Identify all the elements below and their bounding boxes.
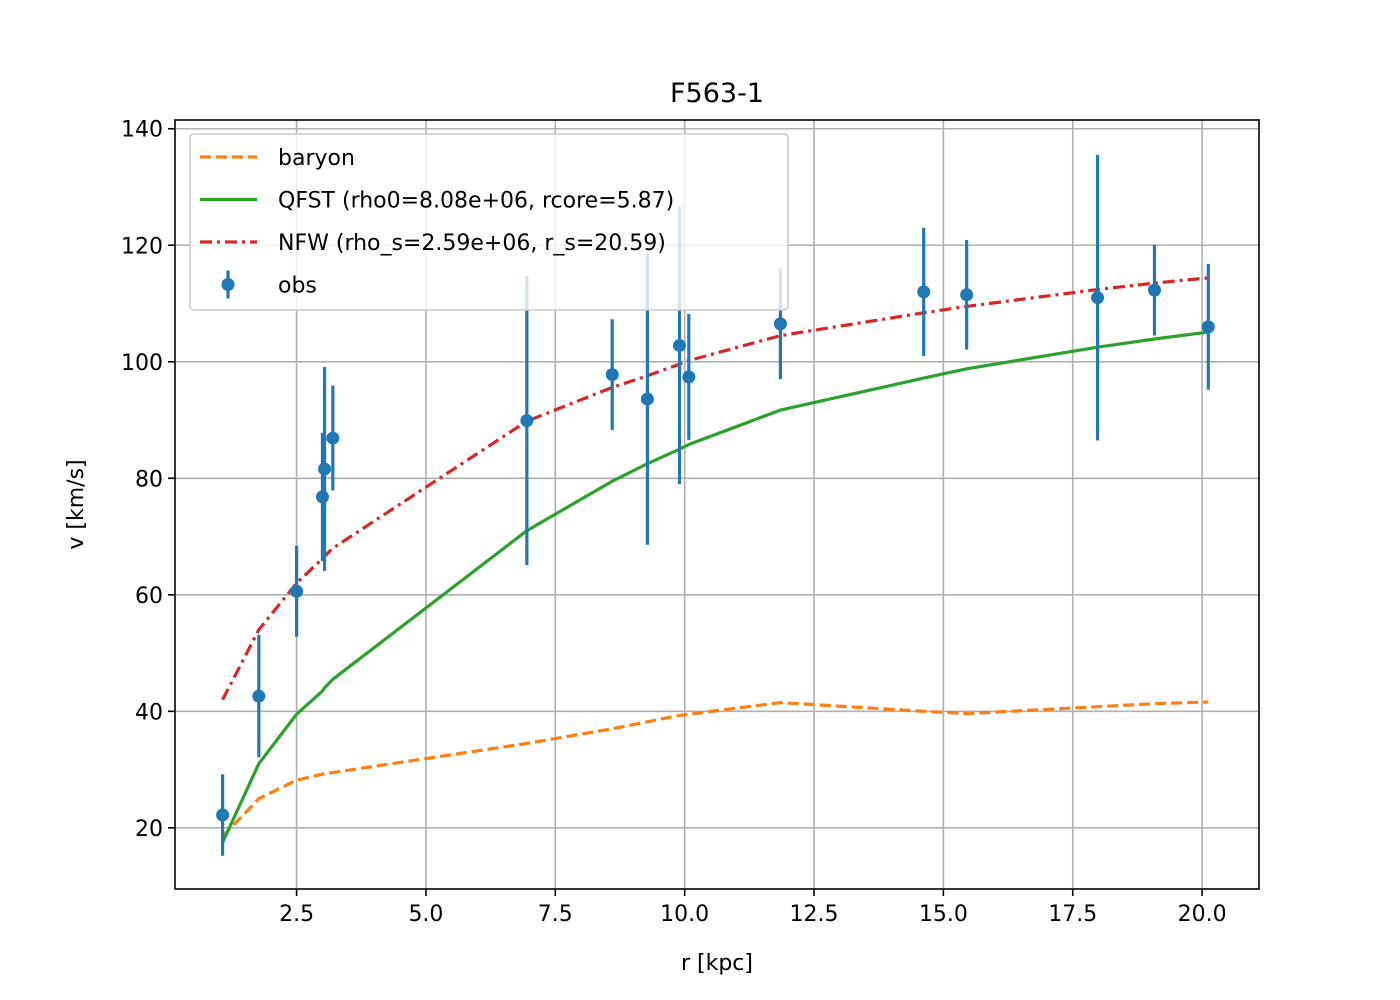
legend-label: NFW (rho_s=2.59e+06, r_s=20.59) — [278, 231, 666, 256]
legend-label: obs — [278, 274, 317, 299]
y-tick-label: 20 — [135, 817, 163, 842]
obs-point — [1147, 283, 1161, 297]
x-tick-label: 5.0 — [408, 902, 443, 927]
obs-point — [1201, 320, 1215, 334]
legend-label: baryon — [278, 146, 355, 171]
legend-swatch-marker — [221, 278, 235, 291]
y-tick-label: 40 — [135, 700, 163, 725]
y-tick-label: 140 — [121, 118, 163, 143]
obs-point — [960, 288, 974, 302]
y-tick-label: 120 — [121, 234, 163, 259]
obs-point — [252, 689, 266, 703]
obs-point — [640, 392, 654, 406]
y-tick-label: 100 — [121, 351, 163, 376]
x-tick-label: 10.0 — [660, 902, 709, 927]
obs-point — [326, 431, 340, 445]
legend-box — [189, 133, 789, 311]
obs-point — [216, 808, 230, 822]
axis-ticks: 2.5 5.0 7.5 10.0 12.5 15.0 17.5 20.0 20 40 60 80 100… — [121, 118, 1227, 927]
plot-series — [216, 154, 1215, 856]
x-tick-label: 15.0 — [919, 902, 968, 927]
obs-point — [1091, 291, 1105, 305]
chart-title: F563-1 — [670, 78, 764, 109]
x-tick-label: 17.5 — [1048, 902, 1097, 927]
obs-point — [290, 584, 304, 598]
x-tick-label: 12.5 — [790, 902, 839, 927]
legend: baryon QFST (rho0=8.08e+06, rcore=5.87) NF… — [189, 133, 789, 311]
y-tick-label: 60 — [135, 584, 163, 609]
y-axis-label: v [km/s] — [64, 459, 89, 549]
legend-label: QFST (rho0=8.08e+06, rcore=5.87) — [278, 189, 674, 214]
x-tick-label: 20.0 — [1178, 902, 1227, 927]
y-tick-label: 80 — [135, 467, 163, 492]
obs-point — [318, 462, 332, 476]
x-tick-label: 2.5 — [279, 902, 314, 927]
obs-point — [672, 338, 686, 352]
series-line-0 — [221, 700, 1209, 838]
x-axis-label: r [kpc] — [681, 951, 753, 976]
plot-frame — [174, 119, 1260, 890]
obs-point — [520, 414, 534, 428]
x-tick-label: 7.5 — [538, 902, 573, 927]
obs-point — [605, 368, 619, 382]
obs-point — [682, 370, 696, 384]
obs-point — [773, 317, 787, 331]
obs-point — [315, 490, 329, 504]
obs-point — [917, 285, 931, 299]
